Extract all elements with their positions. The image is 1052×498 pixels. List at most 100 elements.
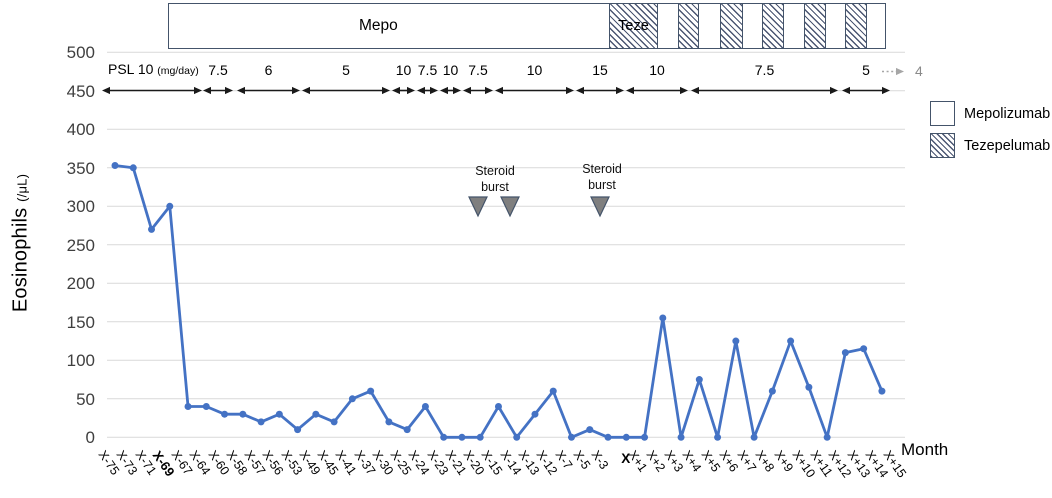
psl-dose-label: 7.5 (417, 62, 438, 78)
arrowhead (292, 86, 300, 95)
arrowhead (440, 86, 448, 95)
data-point-marker (184, 403, 192, 410)
data-point-marker (768, 387, 776, 395)
psl-dose-label: 15 (592, 62, 608, 78)
data-point-marker (677, 433, 685, 441)
data-point-marker (367, 387, 375, 395)
arrowhead (392, 86, 400, 95)
teze-block (762, 4, 784, 48)
y-tick-label: 500 (66, 43, 95, 63)
arrowhead (830, 86, 838, 95)
psl-taper-dose-label: 4 (915, 62, 923, 79)
data-point-marker (239, 410, 247, 418)
y-tick-label: 150 (66, 312, 95, 332)
arrowhead (882, 86, 890, 95)
y-axis-title: Eosinophils (/μL) (10, 174, 33, 312)
x-tick-label: X (621, 451, 631, 466)
y-tick-label: 400 (66, 120, 95, 140)
treatment-timeline-bar: Mepo Teze (168, 3, 886, 49)
data-point-marker (641, 433, 649, 441)
data-point-marker (221, 410, 229, 418)
arrowhead (102, 86, 110, 95)
y-tick-label: 100 (66, 351, 95, 371)
legend-item-tezepelumab: Tezepelumab (930, 132, 1050, 159)
data-point-marker (476, 433, 484, 441)
data-point-marker (732, 337, 740, 345)
arrowhead (485, 86, 493, 95)
teze-block (609, 4, 658, 48)
data-point-marker (111, 161, 119, 169)
mepolizumab-swatch-icon (930, 101, 955, 126)
psl-dose-label: 7.5 (468, 62, 488, 78)
data-point-marker (348, 395, 356, 403)
data-point-marker (257, 418, 265, 426)
data-point-marker (494, 403, 502, 410)
arrowhead (225, 86, 233, 95)
psl-dose-label: 7.5 (754, 62, 775, 78)
legend-label-mepolizumab: Mepolizumab (964, 105, 1051, 122)
psl-dose-label: 5 (342, 62, 350, 78)
data-point-marker (695, 376, 703, 384)
data-point-marker (202, 403, 210, 410)
psl-dose-label: 10 (395, 62, 412, 78)
teze-bar-label: Teze (618, 18, 649, 34)
data-point-marker (330, 418, 338, 426)
data-point-marker (403, 426, 411, 434)
arrowhead (417, 86, 425, 95)
arrowhead (463, 86, 471, 95)
y-tick-label: 450 (66, 81, 95, 101)
data-point-marker (878, 387, 886, 395)
teze-block (845, 4, 867, 48)
steroid-burst-label: Steroid burst (582, 162, 622, 192)
x-axis-title: Month (901, 440, 949, 459)
y-tick-label: 50 (76, 389, 95, 409)
teze-block (720, 4, 743, 48)
data-point-marker (750, 433, 758, 441)
data-point-marker (549, 387, 557, 395)
psl-prefix-text: PSL 10 (108, 61, 154, 77)
arrowhead (576, 86, 584, 95)
psl-dose-prefix: PSL 10 (mg/day) (108, 61, 199, 77)
arrowhead (896, 67, 904, 76)
arrowhead (453, 86, 461, 95)
data-point-marker (294, 426, 302, 434)
psl-dose-label: 10 (442, 62, 459, 78)
psl-dose-label: 10 (526, 62, 543, 78)
data-point-marker (841, 349, 849, 357)
data-point-marker (805, 383, 813, 391)
arrowhead (194, 86, 202, 95)
y-tick-label: 350 (66, 158, 95, 178)
data-point-marker (440, 433, 448, 441)
arrowhead (626, 86, 634, 95)
arrowhead (566, 86, 574, 95)
data-point-marker (458, 433, 466, 441)
psl-prefix-unit: (mg/day) (157, 65, 199, 77)
data-point-marker (622, 433, 630, 441)
data-point-marker (385, 418, 393, 426)
data-point-marker (604, 433, 612, 441)
y-tick-label: 0 (85, 428, 95, 448)
data-point-marker (129, 164, 137, 172)
psl-dose-label: 10 (649, 62, 665, 78)
psl-dose-label: 7.5 (208, 62, 228, 78)
data-point-marker (513, 433, 521, 441)
y-axis-title-text: Eosinophils (9, 207, 32, 313)
arrowhead (616, 86, 624, 95)
data-point-marker (421, 403, 429, 410)
data-point-marker (787, 337, 795, 345)
arrowhead (680, 86, 688, 95)
data-point-marker (312, 410, 320, 418)
data-point-marker (586, 426, 594, 434)
arrowhead (203, 86, 211, 95)
data-point-marker (275, 410, 283, 418)
arrowhead (237, 86, 245, 95)
data-point-marker (823, 433, 831, 441)
data-point-marker (531, 410, 539, 418)
teze-block (804, 4, 826, 48)
y-tick-label: 300 (66, 197, 95, 217)
arrowhead (495, 86, 503, 95)
data-point-marker (148, 225, 156, 233)
teze-block (678, 4, 699, 48)
